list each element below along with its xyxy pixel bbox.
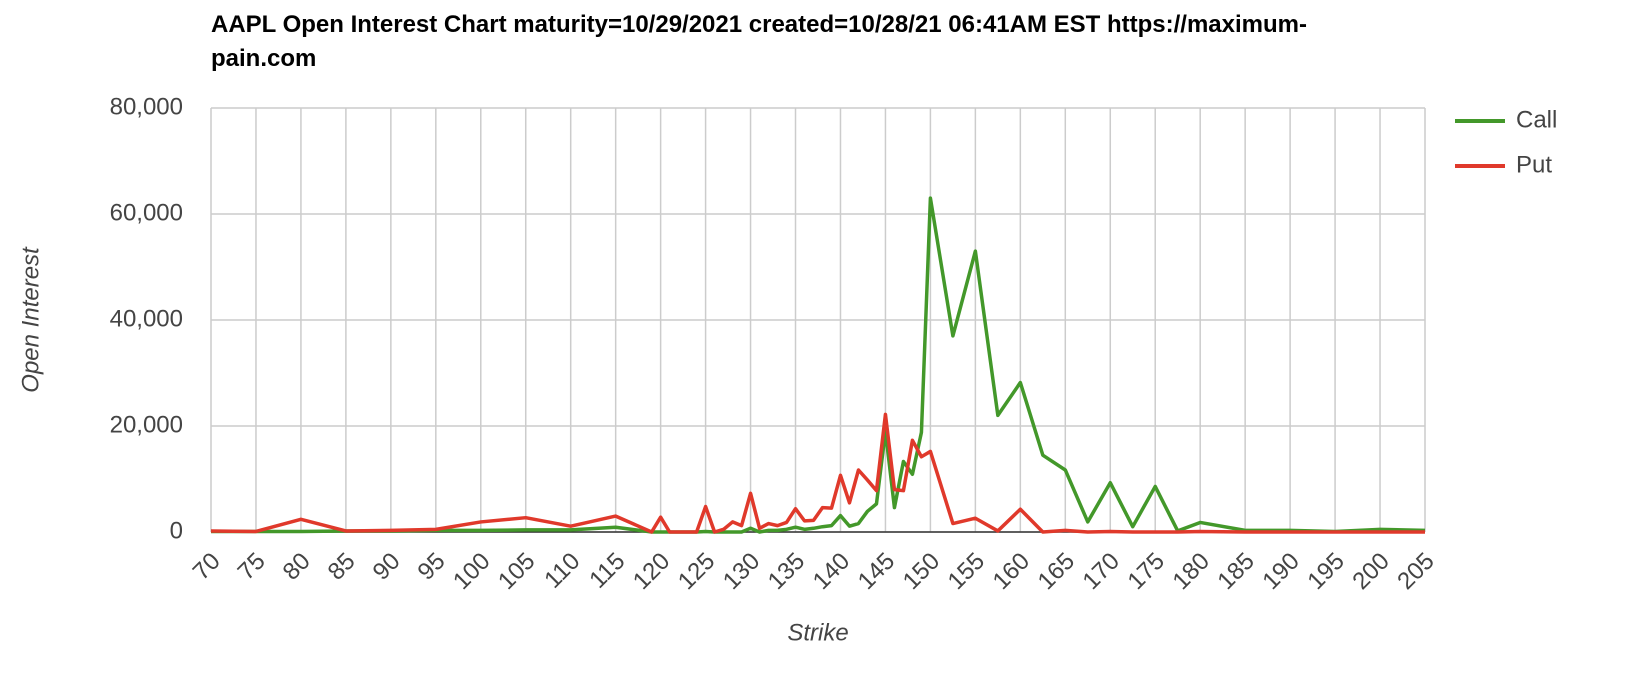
x-tick-label: 160	[988, 548, 1035, 595]
x-tick-label: 130	[718, 548, 765, 595]
x-tick-label: 95	[413, 548, 451, 586]
y-tick-label: 60,000	[110, 199, 183, 226]
x-tick-label: 105	[493, 548, 540, 595]
x-tick-label: 180	[1168, 548, 1215, 595]
x-tick-label: 115	[584, 548, 630, 594]
series-line	[211, 196, 1426, 534]
x-tick-label: 80	[278, 548, 316, 586]
x-tick-label: 170	[1078, 548, 1125, 595]
x-tick-label: 200	[1347, 548, 1394, 595]
x-axis-title: Strike	[787, 619, 848, 646]
x-tick-label: 150	[898, 548, 945, 595]
x-tick-label: 120	[628, 548, 675, 595]
x-tick-label: 195	[1302, 548, 1349, 595]
x-tick-label: 70	[188, 548, 226, 586]
x-tick-label: 85	[323, 548, 361, 586]
chart-title: AAPL Open Interest Chart maturity=10/29/…	[211, 11, 1307, 72]
x-tick-label: 135	[763, 548, 810, 595]
x-tick-label: 145	[853, 548, 900, 595]
x-tick-label: 90	[368, 548, 406, 586]
x-tick-label: 155	[943, 548, 990, 595]
x-tick-label: 125	[673, 548, 720, 595]
x-tick-label: 75	[233, 548, 271, 586]
y-tick-label: 40,000	[110, 305, 183, 332]
x-tick-label: 190	[1257, 548, 1304, 595]
legend-label: Put	[1516, 151, 1552, 178]
x-tick-label: 100	[448, 548, 495, 595]
series-line	[210, 412, 1425, 534]
y-tick-label: 20,000	[110, 411, 183, 438]
legend-label: Call	[1516, 106, 1557, 133]
y-tick-label: 0	[170, 517, 183, 544]
x-tick-label: 165	[1033, 548, 1080, 595]
x-tick-label: 185	[1212, 548, 1259, 595]
x-tick-label: 110	[539, 548, 585, 594]
y-tick-label: 80,000	[110, 93, 183, 120]
x-tick-label: 175	[1123, 548, 1170, 595]
x-tick-label: 140	[808, 548, 855, 595]
x-tick-label: 205	[1392, 548, 1439, 595]
y-axis-title: Open Interest	[17, 246, 44, 393]
